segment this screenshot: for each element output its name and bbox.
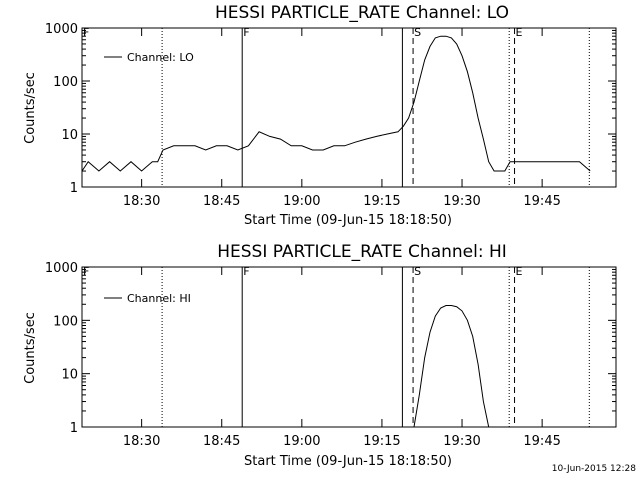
event-marker-label-hi: E bbox=[516, 265, 523, 278]
event-marker-label-lo: E bbox=[516, 26, 523, 39]
y-tick-label-hi: 1000 bbox=[45, 261, 78, 276]
chart-title-hi: HESSI PARTICLE_RATE Channel: HI bbox=[217, 242, 507, 262]
chart-title-lo: HESSI PARTICLE_RATE Channel: LO bbox=[215, 3, 509, 23]
x-tick-label-lo: 19:30 bbox=[443, 194, 480, 209]
x-tick-label-hi: 18:30 bbox=[123, 434, 160, 449]
y-tick-label-hi: 100 bbox=[53, 314, 78, 329]
event-marker-label-hi: F bbox=[83, 265, 89, 278]
x-tick-label-hi: 18:45 bbox=[203, 434, 240, 449]
x-axis-label-hi: Start Time (09-Jun-15 18:18:50) bbox=[244, 454, 452, 469]
legend-label-lo: Channel: LO bbox=[127, 51, 194, 64]
panel-lo: HESSI PARTICLE_RATE Channel: LO Counts/s… bbox=[23, 3, 617, 228]
event-marker-label-lo: S bbox=[414, 26, 421, 39]
x-tick-label-hi: 19:30 bbox=[443, 434, 480, 449]
footer-timestamp: 10-Jun-2015 12:28 bbox=[551, 464, 636, 474]
x-tick-label-lo: 19:15 bbox=[363, 194, 400, 209]
y-axis-label-hi: Counts/sec bbox=[23, 312, 38, 384]
y-axis-label-lo: Counts/sec bbox=[23, 72, 38, 144]
y-tick-label-hi: 1 bbox=[70, 421, 78, 436]
y-tick-label-lo: 100 bbox=[53, 75, 78, 90]
legend-label-hi: Channel: HI bbox=[127, 292, 191, 305]
event-marker-label-hi: S bbox=[414, 265, 421, 278]
x-tick-label-lo: 19:45 bbox=[523, 194, 560, 209]
y-tick-label-lo: 1000 bbox=[45, 22, 78, 37]
panel-hi: HESSI PARTICLE_RATE Channel: HI Counts/s… bbox=[23, 242, 617, 469]
series-line-hi bbox=[413, 305, 490, 428]
event-marker-label-lo: F bbox=[243, 26, 249, 39]
y-tick-label-hi: 10 bbox=[61, 368, 78, 383]
y-tick-label-lo: 10 bbox=[61, 128, 78, 143]
x-tick-label-hi: 19:00 bbox=[283, 434, 320, 449]
x-tick-label-lo: 19:00 bbox=[283, 194, 320, 209]
series-line-lo bbox=[81, 35, 591, 172]
x-tick-label-lo: 18:45 bbox=[203, 194, 240, 209]
event-marker-label-hi: F bbox=[243, 265, 249, 278]
x-tick-label-hi: 19:45 bbox=[523, 434, 560, 449]
event-marker-label-lo: F bbox=[83, 26, 89, 39]
x-tick-label-hi: 19:15 bbox=[363, 434, 400, 449]
y-tick-label-lo: 1 bbox=[70, 181, 78, 196]
x-tick-label-lo: 18:30 bbox=[123, 194, 160, 209]
x-axis-label-lo: Start Time (09-Jun-15 18:18:50) bbox=[244, 213, 452, 228]
